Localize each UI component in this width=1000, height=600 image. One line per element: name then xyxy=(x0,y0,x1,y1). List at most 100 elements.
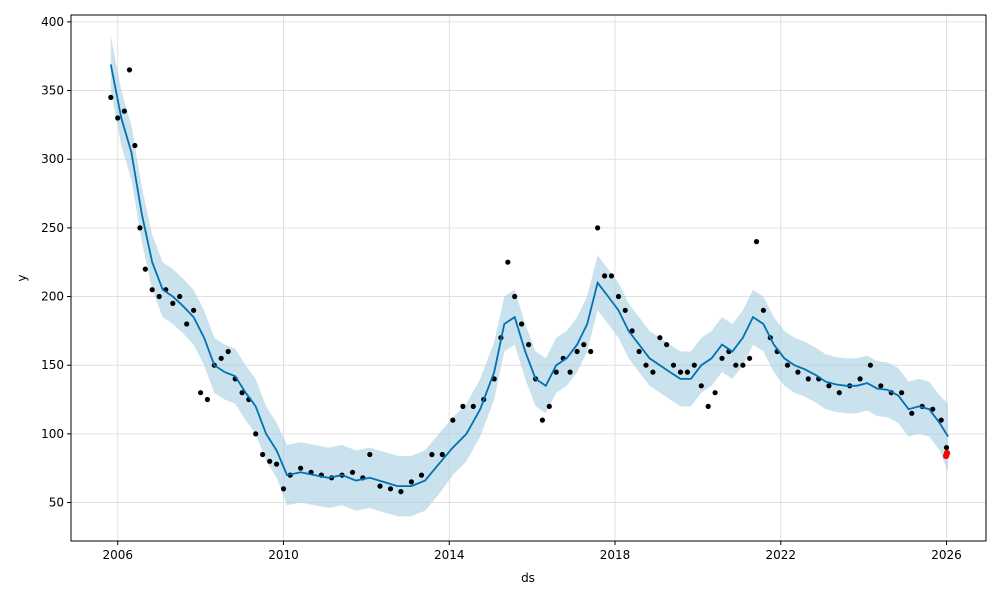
y-tick-label: 100 xyxy=(41,427,64,441)
observed-point xyxy=(608,273,615,279)
x-tick-label: 2022 xyxy=(765,548,796,562)
observed-point xyxy=(132,142,138,149)
x-tick-label: 2014 xyxy=(434,548,465,562)
observed-point xyxy=(156,293,162,300)
observed-point xyxy=(698,383,704,389)
observed-point xyxy=(857,376,863,382)
observed-point xyxy=(629,328,635,334)
observed-point xyxy=(274,461,280,467)
observed-point xyxy=(705,403,711,409)
y-tick-label: 200 xyxy=(41,290,64,304)
observed-point xyxy=(595,225,601,231)
observed-point xyxy=(149,287,155,293)
observed-point xyxy=(677,369,684,375)
observed-point xyxy=(460,403,466,409)
observed-point xyxy=(878,383,884,389)
observed-point xyxy=(938,417,944,423)
observed-point xyxy=(121,108,127,114)
observed-point xyxy=(126,67,133,73)
highlight-points xyxy=(942,449,951,460)
observed-point xyxy=(643,362,649,368)
x-tick-label: 2006 xyxy=(102,548,133,562)
observed-point xyxy=(115,115,121,121)
y-tick-label: 150 xyxy=(41,358,64,372)
y-tick-label: 50 xyxy=(49,496,64,510)
observed-point xyxy=(225,348,231,355)
observed-point xyxy=(615,293,622,300)
observed-point xyxy=(526,342,532,348)
observed-point xyxy=(267,458,273,464)
observed-point xyxy=(657,335,663,341)
observed-point xyxy=(198,390,204,396)
observed-point xyxy=(367,451,373,458)
observed-point xyxy=(253,431,259,437)
observed-point xyxy=(909,410,915,416)
observed-point xyxy=(539,417,546,423)
observed-point xyxy=(805,376,811,382)
observed-point xyxy=(450,417,456,423)
observed-point xyxy=(170,300,176,306)
grid xyxy=(71,15,986,541)
observed-point xyxy=(622,307,628,313)
observed-point xyxy=(177,293,183,300)
plot-frame xyxy=(70,14,987,542)
y-tick-label: 400 xyxy=(41,15,64,29)
observed-point xyxy=(218,355,224,361)
observed-point xyxy=(184,321,190,327)
observed-point xyxy=(836,390,842,396)
observed-point xyxy=(712,390,718,396)
observed-point xyxy=(553,369,559,375)
observed-point xyxy=(408,479,414,485)
observed-point xyxy=(636,348,642,355)
observed-point xyxy=(439,451,445,458)
observed-point xyxy=(377,483,383,489)
y-tick-label: 250 xyxy=(41,221,64,235)
highlight-point xyxy=(943,449,951,457)
observed-points xyxy=(108,67,950,495)
observed-point xyxy=(546,403,552,409)
observed-point xyxy=(574,348,580,355)
x-axis-ticks: 2006 2010 2014 2018 2022 2026 xyxy=(102,541,962,562)
observed-point xyxy=(519,321,525,327)
observed-point xyxy=(784,362,791,368)
observed-point xyxy=(349,469,356,475)
observed-point xyxy=(581,342,587,348)
observed-point xyxy=(239,390,245,396)
x-tick-label: 2010 xyxy=(268,548,299,562)
observed-point xyxy=(280,486,287,492)
observed-point xyxy=(733,362,739,368)
observed-point xyxy=(691,362,697,368)
observed-point xyxy=(260,451,266,458)
observed-point xyxy=(191,307,197,313)
observed-point xyxy=(512,293,518,300)
observed-point xyxy=(429,451,435,458)
observed-point xyxy=(760,307,767,313)
observed-point xyxy=(204,396,210,403)
observed-point xyxy=(747,355,753,361)
observed-point xyxy=(664,342,670,348)
observed-point xyxy=(650,369,656,375)
observed-point xyxy=(930,406,936,412)
observed-point xyxy=(418,472,425,478)
x-tick-label: 2018 xyxy=(600,548,631,562)
forecast-line xyxy=(109,64,949,487)
observed-point xyxy=(684,369,691,375)
observed-point xyxy=(826,383,832,389)
observed-point xyxy=(137,225,143,231)
observed-point xyxy=(298,465,304,471)
observed-point xyxy=(567,369,573,375)
observed-point xyxy=(108,94,114,100)
observed-point xyxy=(753,239,760,245)
observed-point xyxy=(740,362,746,368)
observed-point xyxy=(899,390,905,396)
observed-point xyxy=(795,369,801,375)
observed-point xyxy=(398,489,404,495)
x-tick-label: 2026 xyxy=(931,548,962,562)
observed-point xyxy=(943,445,950,451)
observed-point xyxy=(505,259,511,265)
x-axis-label: ds xyxy=(521,571,535,585)
y-axis-ticks: 50 100 150 200 250 300 350 400 xyxy=(41,15,71,510)
observed-point xyxy=(588,348,594,355)
